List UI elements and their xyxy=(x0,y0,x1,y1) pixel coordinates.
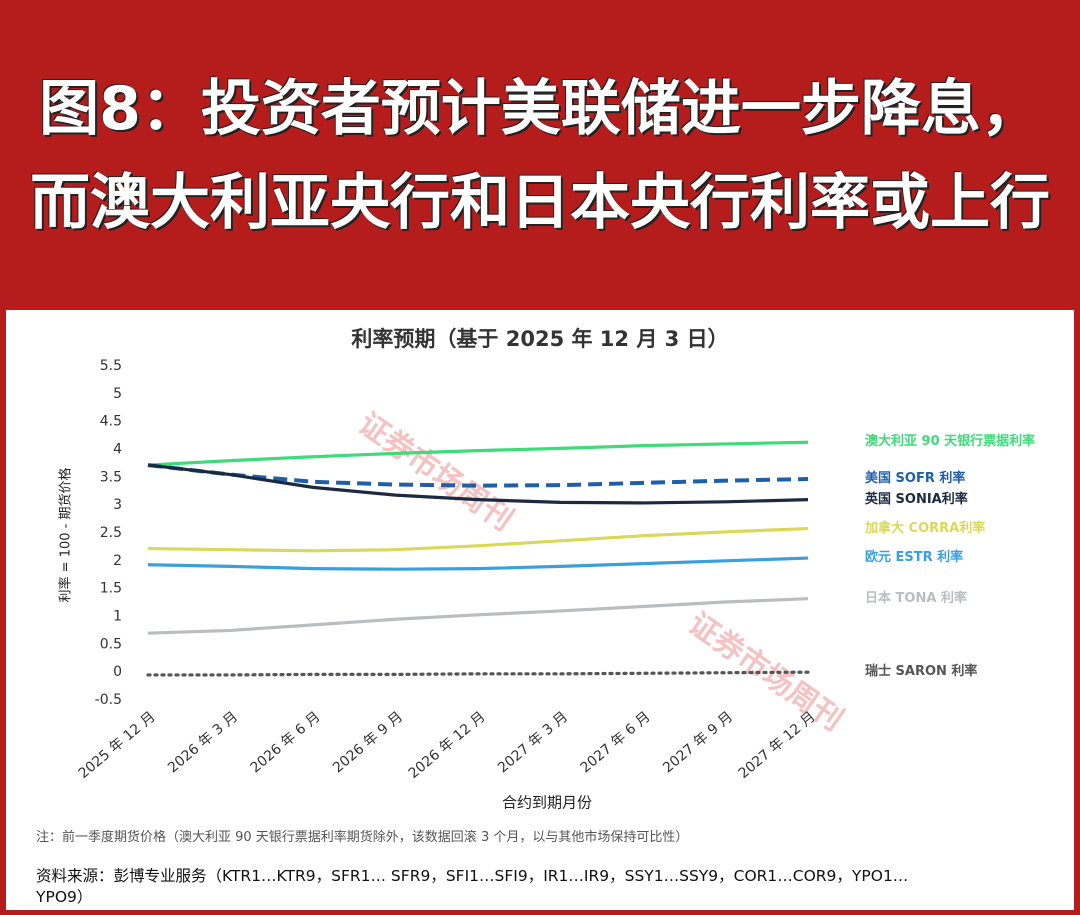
series-line xyxy=(147,463,809,488)
x-tick-label: 2027 年 9 月 xyxy=(660,709,736,776)
chart-title: 利率预期（基于 2025 年 12 月 3 日） xyxy=(351,327,728,351)
chart: 利率预期（基于 2025 年 12 月 3 日） 利率 = 100 - 期货价格… xyxy=(58,327,850,812)
x-axis-label: 合约到期月份 xyxy=(502,794,592,812)
y-tick-label: 3 xyxy=(113,497,122,513)
y-tick-label: -0.5 xyxy=(95,692,122,708)
y-tick-label: 2.5 xyxy=(100,525,122,541)
note: 注：前一季度期货价格（澳大利亚 90 天银行票据利率期货除外，该数据回滚 3 个… xyxy=(36,830,689,845)
x-tick-label: 2026 年 3 月 xyxy=(165,709,241,776)
series-line xyxy=(147,440,809,467)
y-tick-label: 5 xyxy=(113,386,122,402)
x-tick-label: 2025 年 12 月 xyxy=(76,709,159,782)
watermark: 证券市场周刊 xyxy=(352,406,520,538)
legend-label: 日本 TONA 利率 xyxy=(865,590,967,606)
chart-panel: 利率预期（基于 2025 年 12 月 3 日） 利率 = 100 - 期货价格… xyxy=(6,310,1074,910)
y-tick-label: 2 xyxy=(113,553,122,569)
series-line xyxy=(147,597,809,635)
x-tick-label: 2026 年 9 月 xyxy=(330,709,406,776)
y-tick-label: 1 xyxy=(113,609,122,625)
y-axis-label: 利率 = 100 - 期货价格 xyxy=(58,468,74,603)
series-line xyxy=(147,463,809,505)
y-tick-label: 1.5 xyxy=(100,581,122,597)
y-tick-label: 4.5 xyxy=(100,414,122,430)
x-tick-label: 2027 年 3 月 xyxy=(495,709,571,776)
y-tick-label: 0 xyxy=(113,664,122,680)
series-line xyxy=(147,556,809,571)
y-tick-label: 0.5 xyxy=(100,636,122,652)
x-tick-label: 2027 年 6 月 xyxy=(577,709,653,776)
legend-label: 澳大利亚 90 天银行票据利率 xyxy=(865,434,1036,450)
series-line xyxy=(147,526,809,553)
legend-label: 英国 SONIA利率 xyxy=(865,491,968,507)
legend-label: 瑞士 SARON 利率 xyxy=(865,664,978,680)
y-tick-label: 4 xyxy=(113,442,122,458)
legend-label: 美国 SOFR 利率 xyxy=(865,471,966,486)
y-tick-label: 3.5 xyxy=(100,469,122,485)
x-tick-label: 2027 年 12 月 xyxy=(736,709,819,782)
legend-label: 欧元 ESTR 利率 xyxy=(865,550,964,566)
header-title: 图8：投资者预计美联储进一步降息，而澳大利亚央行和日本央行利率或上行 xyxy=(30,74,1050,238)
x-tick-label: 2026 年 6 月 xyxy=(247,709,323,776)
x-tick-label: 2026 年 12 月 xyxy=(406,709,489,782)
series-line xyxy=(146,670,810,677)
source: 资料来源：彭博专业服务（KTR1…KTR9，SFR1… SFR9，SFI1…SF… xyxy=(36,867,909,906)
y-tick-label: 5.5 xyxy=(100,358,122,374)
legend-label: 加拿大 CORRA利率 xyxy=(865,520,986,536)
